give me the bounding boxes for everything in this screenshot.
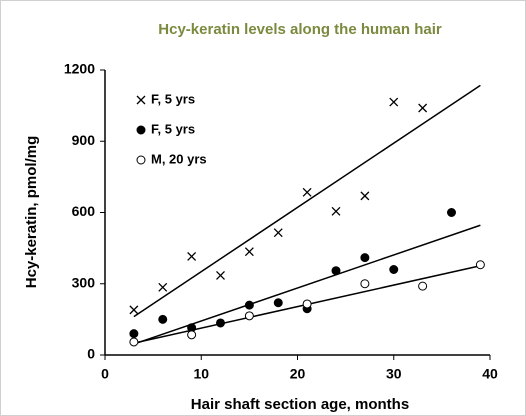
- y-axis-label: Hcy-keratin, pmol/mg: [23, 136, 40, 289]
- data-point: [331, 206, 341, 216]
- data-point: [129, 305, 139, 315]
- x-tick-label: 20: [290, 366, 306, 382]
- data-point: [187, 330, 197, 340]
- y-tick-label: 1200: [64, 61, 95, 77]
- data-point: [331, 266, 341, 276]
- data-point: [418, 103, 428, 113]
- data-point: [302, 299, 312, 309]
- data-point: [244, 247, 254, 257]
- data-point: [418, 281, 428, 291]
- data-point: [389, 265, 399, 274]
- data-point: [129, 337, 139, 347]
- x-tick-label: 10: [193, 366, 209, 382]
- data-point: [475, 260, 485, 270]
- data-point: [216, 270, 225, 280]
- y-tick-label: 900: [72, 132, 96, 148]
- data-point: [158, 282, 168, 292]
- y-tick-label: 0: [87, 346, 95, 362]
- x-tick-label: 30: [386, 366, 402, 382]
- legend-label: M, 20 yrs: [151, 151, 207, 166]
- data-point: [360, 253, 370, 263]
- data-point: [244, 311, 254, 321]
- y-tick-label: 300: [72, 274, 96, 290]
- x-tick-label: 0: [101, 366, 109, 382]
- data-point: [187, 251, 197, 261]
- legend-marker: [136, 155, 146, 165]
- x-tick-label: 40: [482, 366, 498, 382]
- data-point: [273, 228, 283, 238]
- legend-label: F, 5 yrs: [151, 121, 195, 136]
- y-tick-label: 600: [72, 203, 96, 219]
- data-point: [273, 298, 283, 308]
- trend-line: [133, 84, 481, 318]
- data-point: [389, 97, 399, 107]
- legend-marker: [136, 95, 146, 105]
- data-point: [302, 187, 312, 197]
- legend-label: F, 5 yrs: [151, 91, 195, 106]
- data-point: [129, 329, 139, 339]
- legend-marker: [136, 125, 146, 135]
- data-point: [447, 208, 456, 217]
- x-axis-label: Hair shaft section age, months: [191, 396, 409, 413]
- data-point: [244, 300, 254, 310]
- data-point: [360, 279, 370, 289]
- chart-title: Hcy-keratin levels along the human hair: [158, 21, 442, 38]
- data-point: [360, 191, 370, 201]
- data-point: [158, 314, 168, 324]
